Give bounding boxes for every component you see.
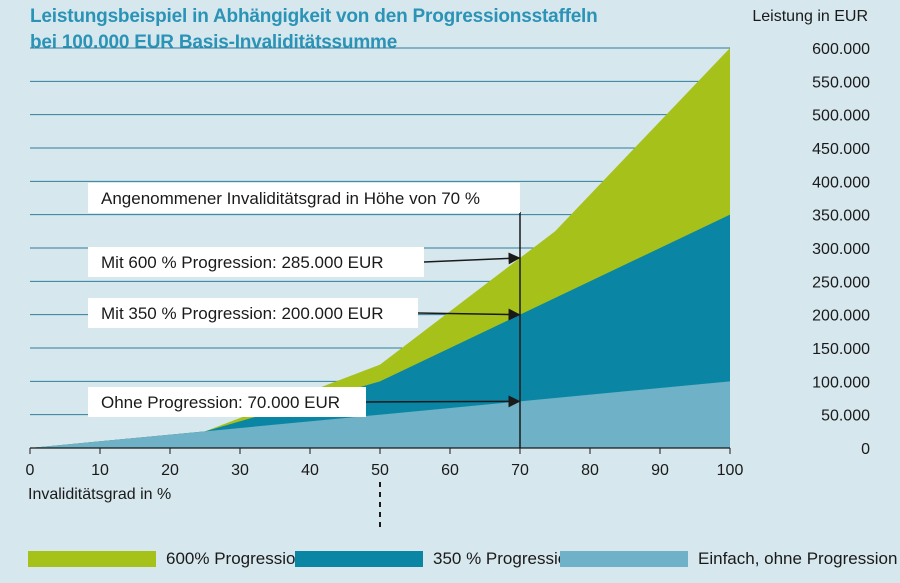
- x-tick-label: 20: [161, 462, 179, 479]
- y-tick-label: 600.000: [812, 41, 870, 58]
- legend-swatch: [295, 551, 423, 567]
- legend-label: 350 % Progression: [433, 549, 577, 568]
- y-tick-label: 300.000: [812, 241, 870, 258]
- x-tick-label: 100: [717, 462, 744, 479]
- chart-title: Leistungsbeispiel in Abhängigkeit von de…: [30, 6, 598, 27]
- legend-item-einfach: Einfach, ohne Progression: [560, 544, 897, 574]
- annotation-box: [88, 247, 424, 277]
- y-tick-label: 50.000: [821, 408, 870, 425]
- x-tick-label: 60: [441, 462, 459, 479]
- x-tick-label: 70: [511, 462, 529, 479]
- legend-item-350: 350 % Progression: [295, 544, 577, 574]
- annotation-label: Ohne Progression: 70.000 EUR: [101, 393, 340, 412]
- x-axis: 0 10 20 30 40 50 60 70 80 90 100: [26, 447, 744, 528]
- y-tick-label: 450.000: [812, 141, 870, 158]
- legend-label: 600% Progression: [166, 549, 305, 568]
- legend-item-600: 600% Progression: [28, 544, 305, 574]
- legend-swatch: [560, 551, 688, 567]
- y-tick-label: 0: [861, 441, 870, 458]
- annotations: Angenommener Invaliditätsgrad in Höhe vo…: [88, 183, 521, 448]
- x-axis-label: Invaliditätsgrad in %: [28, 486, 171, 503]
- x-tick-label: 10: [91, 462, 109, 479]
- annotation-arrow: [423, 252, 521, 265]
- y-tick-label: 550.000: [812, 74, 870, 91]
- x-tick-label: 90: [651, 462, 669, 479]
- annotation-box: [88, 387, 366, 417]
- legend-label: Einfach, ohne Progression: [698, 549, 898, 568]
- y-axis: 600.000 550.000 500.000 450.000 400.000 350.0…: [812, 41, 870, 458]
- x-tick-label: 40: [301, 462, 319, 479]
- y-axis-label: Leistung in EUR: [752, 8, 868, 25]
- y-tick-label: 200.000: [812, 308, 870, 325]
- annotation-arrow: [365, 395, 521, 408]
- y-tick-label: 250.000: [812, 274, 870, 291]
- series-area: [30, 381, 730, 448]
- y-tick-label: 150.000: [812, 341, 870, 358]
- x-tick-label: 80: [581, 462, 599, 479]
- y-tick-label: 500.000: [812, 108, 870, 125]
- y-tick-label: 400.000: [812, 174, 870, 191]
- x-tick-label: 50: [371, 462, 389, 479]
- annotation-box: [88, 298, 418, 328]
- series-areas: [30, 48, 730, 448]
- series-area: [30, 214, 730, 448]
- annotation-label: Mit 600 % Progression: 285.000 EUR: [101, 253, 384, 272]
- y-tick-label: 350.000: [812, 208, 870, 225]
- legend-swatch: [28, 551, 156, 567]
- annotation-label: Mit 350 % Progression: 200.000 EUR: [101, 304, 384, 323]
- annotation-label: Angenommener Invaliditätsgrad in Höhe vo…: [101, 189, 480, 208]
- x-tick-label: 30: [231, 462, 249, 479]
- x-tick-label: 0: [26, 462, 35, 479]
- y-tick-label: 100.000: [812, 374, 870, 391]
- annotation-arrow: [417, 308, 521, 321]
- annotation-box: [88, 183, 520, 213]
